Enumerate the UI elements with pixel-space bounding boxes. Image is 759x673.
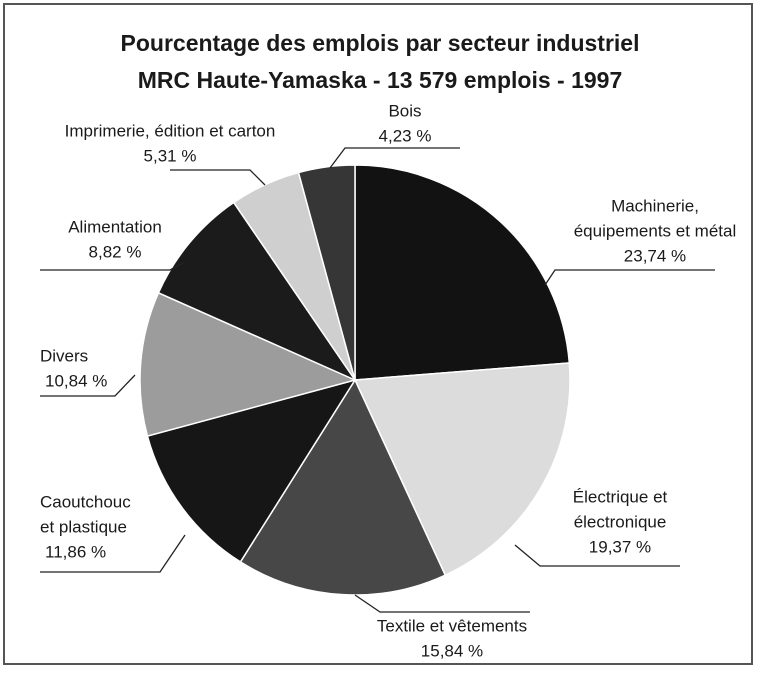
leader-line	[40, 534, 186, 573]
slice-label: Caoutchouc	[40, 492, 131, 511]
leader-line	[40, 261, 186, 271]
pie-slice	[297, 164, 356, 381]
leader-line	[354, 594, 530, 613]
slice-label: Alimentation	[68, 217, 162, 236]
pie-slice	[146, 378, 357, 563]
pie-slice	[239, 378, 447, 596]
slice-value-label: 15,84 %	[421, 641, 483, 660]
leader-line	[40, 374, 136, 397]
leader-line	[329, 147, 460, 169]
slice-value-label: 11,86 %	[45, 542, 106, 561]
slice-label: et plastique	[40, 517, 127, 536]
slice-value-label: 8,82 %	[89, 242, 142, 261]
chart-subtitle: MRC Haute-Yamaska - 13 579 emplois - 199…	[138, 67, 623, 93]
pie-slice	[354, 164, 571, 381]
pie-slice	[139, 291, 358, 437]
slice-label: équipements et métal	[574, 221, 737, 240]
slice-label: Textile et vêtements	[377, 616, 527, 635]
slice-value-label: 23,74 %	[624, 246, 686, 265]
chart-title: Pourcentage des emplois par secteur indu…	[121, 30, 640, 56]
pie-slice	[353, 362, 571, 577]
leader-line	[170, 169, 266, 186]
pie-slice	[157, 201, 358, 382]
slice-label: électronique	[574, 512, 667, 531]
slice-label: Imprimerie, édition et carton	[65, 121, 276, 140]
slice-value-label: 4,23 %	[379, 126, 432, 145]
slice-label: Bois	[388, 101, 421, 120]
leader-line	[544, 269, 715, 286]
slice-value-label: 5,31 %	[144, 146, 197, 165]
slice-value-label: 10,84 %	[45, 371, 107, 390]
slice-value-label: 19,37 %	[589, 537, 651, 556]
slice-label: Machinerie,	[611, 196, 699, 215]
slice-label: Divers	[40, 346, 88, 365]
slice-label: Électrique et	[573, 487, 668, 506]
leader-line	[514, 544, 680, 567]
